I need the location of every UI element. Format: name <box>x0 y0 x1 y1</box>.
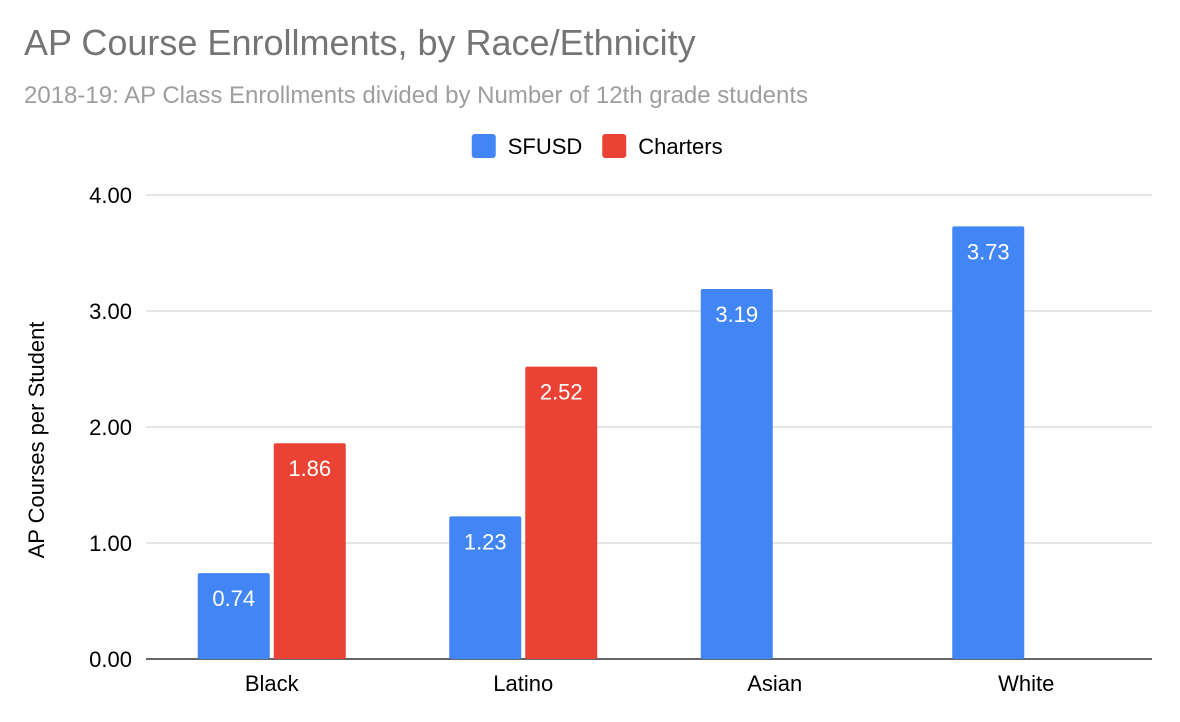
y-tick-label: 1.00 <box>89 531 132 556</box>
data-label: 3.19 <box>715 302 758 327</box>
x-category-label: Asian <box>747 671 802 696</box>
x-category-label: White <box>998 671 1054 696</box>
y-tick-label: 2.00 <box>89 415 132 440</box>
y-tick-label: 3.00 <box>89 299 132 324</box>
bar-sfusd-latino <box>449 516 522 659</box>
y-tick-label: 0.00 <box>89 647 132 672</box>
y-axis-ticks: 0.00 1.00 2.00 3.00 4.00 <box>89 183 132 672</box>
legend-swatch-sfusd <box>471 134 496 158</box>
bar-sfusd-white <box>952 226 1025 659</box>
legend-label-charters: Charters <box>638 134 722 159</box>
legend-label-sfusd: SFUSD <box>508 134 583 159</box>
data-label: 1.86 <box>288 456 331 481</box>
bars <box>197 226 1025 659</box>
legend-swatch-charters <box>602 134 627 158</box>
x-category-label: Latino <box>493 671 553 696</box>
data-label: 1.23 <box>464 529 507 554</box>
chart-subtitle: 2018-19: AP Class Enrollments divided by… <box>24 82 809 109</box>
data-label: 3.73 <box>967 239 1010 264</box>
bar-charters-latino <box>525 366 598 659</box>
bar-charters-black <box>273 443 346 659</box>
legend: SFUSD Charters <box>471 134 723 159</box>
bar-sfusd-asian <box>700 288 773 659</box>
data-label: 2.52 <box>540 380 583 405</box>
chart-title: AP Course Enrollments, by Race/Ethnicity <box>24 22 696 63</box>
bar-sfusd-black <box>197 573 270 659</box>
data-labels: 0.74 1.86 1.23 2.52 3.19 3.73 <box>212 239 1009 611</box>
y-axis-label: AP Courses per Student <box>24 322 49 559</box>
x-category-label: Black <box>245 671 300 696</box>
y-tick-label: 4.00 <box>89 183 132 208</box>
x-axis-categories: Black Latino Asian White <box>245 671 1055 696</box>
data-label: 0.74 <box>212 586 255 611</box>
